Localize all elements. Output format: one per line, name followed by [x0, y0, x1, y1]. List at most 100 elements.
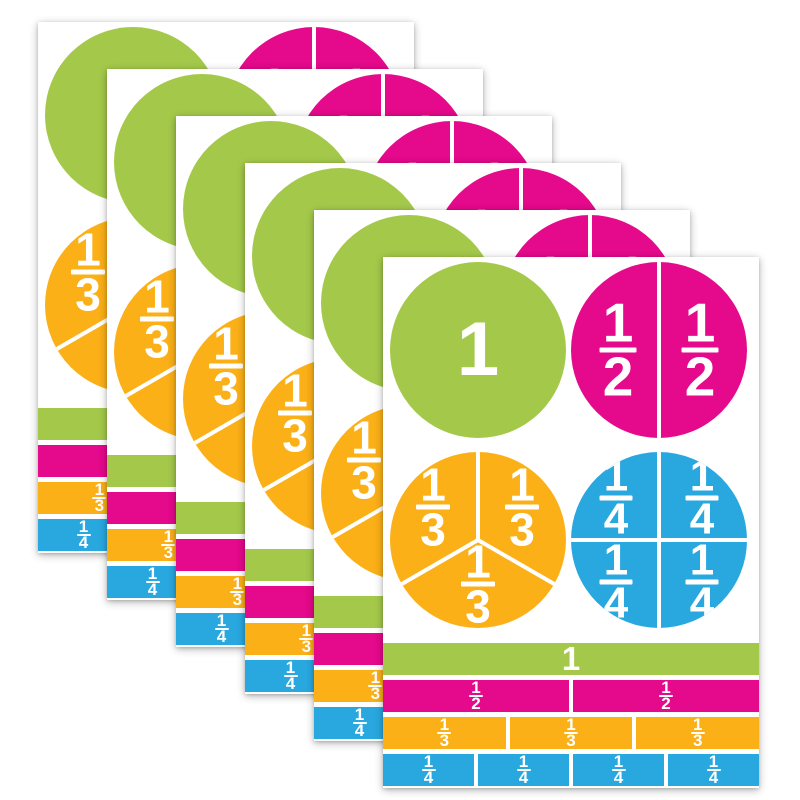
fraction-denominator: 2 — [471, 694, 481, 713]
fraction-denominator: 4 — [423, 768, 434, 787]
fraction-numerator: 1 — [603, 452, 629, 501]
bar-segment: 1 — [383, 642, 759, 675]
fraction-bar-line — [76, 534, 91, 536]
fraction-numerator: 1 — [144, 270, 170, 323]
fraction-denominator: 4 — [613, 768, 624, 787]
fraction-numerator: 1 — [661, 678, 671, 697]
fraction-denominator: 3 — [509, 503, 535, 556]
fraction-bar-line — [469, 695, 483, 697]
fraction-bar-line — [516, 769, 531, 771]
whole-label: 1 — [456, 307, 500, 392]
fraction-denominator: 3 — [282, 409, 308, 462]
fraction-numerator: 1 — [613, 752, 624, 771]
segment-divider — [476, 452, 480, 540]
fraction-bar-line — [299, 638, 314, 640]
fraction-bar-line — [611, 769, 626, 771]
fraction-denominator: 4 — [216, 627, 227, 646]
fraction-numerator: 1 — [471, 678, 481, 697]
fraction-denominator: 3 — [75, 268, 101, 321]
fraction-bar-line — [145, 581, 160, 583]
fraction-bar-line — [92, 497, 107, 499]
fraction-bar-line — [347, 457, 381, 463]
fraction-numerator: 1 — [147, 564, 158, 583]
fraction-denominator: 4 — [78, 533, 89, 552]
segment-divider — [571, 538, 747, 542]
fraction-numerator: 1 — [439, 715, 450, 734]
fraction-numerator: 1 — [420, 458, 446, 511]
fraction-bar-line — [564, 732, 578, 734]
fraction-denominator: 4 — [147, 580, 158, 599]
fraction-bar-line — [368, 685, 383, 687]
fraction-bar-line — [230, 591, 245, 593]
fraction-bar-line — [659, 695, 673, 697]
whole-circle: 1 — [390, 262, 566, 438]
fraction-numerator: 1 — [94, 480, 105, 499]
fraction-denominator: 2 — [684, 345, 716, 408]
fraction-bar-line — [685, 579, 719, 585]
fraction-numerator: 1 — [518, 752, 529, 771]
fraction-denominator: 3 — [232, 590, 243, 609]
fraction-denominator: 4 — [689, 578, 715, 628]
fraction-numerator: 1 — [282, 364, 308, 417]
whole-bar: 1 — [383, 642, 759, 675]
fraction-numerator: 1 — [285, 658, 296, 677]
fraction-denominator: 4 — [689, 494, 715, 544]
fraction-numerator: 1 — [689, 535, 715, 585]
fraction-bar-line — [505, 504, 539, 510]
fraction-bar-line — [209, 363, 243, 369]
fraction-denominator: 3 — [163, 543, 174, 562]
fraction-bar-line — [161, 544, 176, 546]
fraction-denominator: 3 — [351, 456, 377, 509]
fraction-numerator: 1 — [163, 527, 174, 546]
fraction-numerator: 1 — [216, 611, 227, 630]
fraction-bar-line — [71, 269, 105, 275]
fraction-denominator: 4 — [603, 494, 629, 544]
fraction-denominator: 3 — [465, 580, 491, 629]
fraction-numerator: 1 — [213, 317, 239, 370]
fraction-denominator: 4 — [603, 578, 629, 628]
fraction-denominator: 3 — [420, 503, 446, 556]
fraction-bar-line — [706, 769, 721, 771]
fraction-denominator: 4 — [518, 768, 529, 787]
fraction-denominator: 4 — [285, 674, 296, 693]
fraction-bar-line — [278, 410, 312, 416]
fraction-denominator: 3 — [94, 496, 105, 515]
fraction-numerator: 1 — [566, 715, 576, 734]
fraction-numerator: 1 — [684, 291, 716, 354]
fraction-numerator: 1 — [465, 535, 491, 588]
